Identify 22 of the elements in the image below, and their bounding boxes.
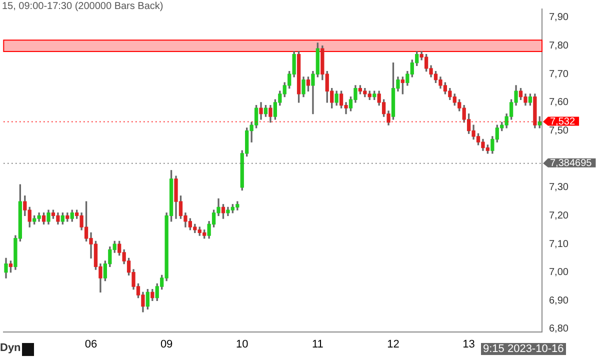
y-tick-label: 7,70 xyxy=(549,68,569,80)
y-tick-label: 7,90 xyxy=(549,12,569,24)
x-tick-label: 09 xyxy=(160,338,173,350)
y-tick-label: 7,00 xyxy=(549,267,569,278)
text: Dyn xyxy=(0,342,21,354)
x-tick-label: 12 xyxy=(387,338,400,350)
x-tick-label: 13 xyxy=(462,338,475,350)
chart-title: 15, 09:00-17:30 (200000 Bars Back) xyxy=(2,1,164,12)
x-tick-label: 10 xyxy=(236,338,248,350)
ref-line-label: 7,532 xyxy=(550,116,576,128)
y-tick-label: 7,20 xyxy=(549,210,569,222)
y-tick-label: 7,80 xyxy=(549,40,569,52)
x-tick-label: 11 xyxy=(312,338,324,350)
y-tick-label: 7,60 xyxy=(549,97,569,108)
x-tick-label: 06 xyxy=(84,338,98,350)
y-tick-label: 7,50 xyxy=(549,126,569,137)
y-tick-label: 7,10 xyxy=(549,238,569,250)
ref-line-label: 7,384695 xyxy=(550,158,592,170)
text: 9:15 2023-10-16 xyxy=(481,343,566,355)
y-tick-label: 6,80 xyxy=(549,324,569,335)
y-tick-label: 6,90 xyxy=(549,295,569,306)
y-tick-label: 7,30 xyxy=(549,182,569,194)
